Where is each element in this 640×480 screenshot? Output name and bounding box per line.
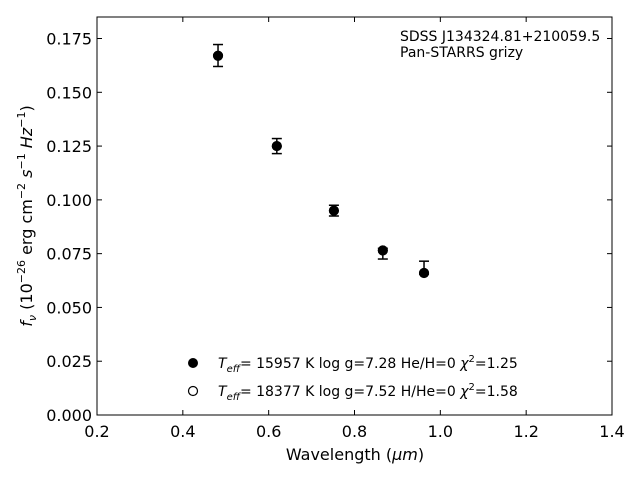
legend-entry-1-chi: =1.25 bbox=[475, 356, 518, 372]
legend-entry-1: Teff= 15957 K log g=7.28 He/H=0 χ2=1.25 bbox=[218, 354, 518, 375]
y-axis-label: fν (10−26 erg cm−2 s−1 Hz−1) bbox=[15, 105, 39, 326]
x-tick-label: 1.0 bbox=[428, 422, 453, 441]
legend-entry-2-value: = 18377 K log g=7.52 H/He=0 bbox=[240, 384, 460, 400]
legend-entry-2-chi: =1.58 bbox=[475, 384, 518, 400]
y-tick-label: 0.150 bbox=[46, 83, 92, 102]
y-tick-label: 0.000 bbox=[46, 406, 92, 425]
data-marks bbox=[212, 43, 430, 279]
x-tick-label: 0.4 bbox=[170, 422, 195, 441]
model-point-filled bbox=[377, 245, 388, 256]
annotation-line-2: Pan-STARRS grizy bbox=[400, 45, 523, 61]
model-point-filled bbox=[271, 141, 282, 152]
y-tick-label: 0.050 bbox=[46, 298, 92, 317]
y-tick-label: 0.125 bbox=[46, 137, 92, 156]
x-tick-label: 1.2 bbox=[513, 422, 538, 441]
legend-marker-filled bbox=[188, 358, 198, 368]
legend-entry-1-value: = 15957 K log g=7.28 He/H=0 bbox=[240, 356, 460, 372]
x-axis-label: Wavelength (μm) bbox=[286, 445, 424, 464]
y-tick-label: 0.100 bbox=[46, 191, 92, 210]
annotation-line-1: SDSS J134324.81+210059.5 bbox=[400, 29, 600, 45]
x-tick-label: 0.6 bbox=[256, 422, 281, 441]
y-tick-label: 0.075 bbox=[46, 245, 92, 264]
axis-ticks: 0.2 0.4 0.6 0.8 1.0 1.2 1.4 0.000 0.025 0.050 0.07… bbox=[46, 17, 625, 441]
legend-entry-2: Teff= 18377 K log g=7.52 H/He=0 χ2=1.58 bbox=[218, 382, 518, 403]
model-point-filled bbox=[328, 205, 339, 216]
model-point-filled bbox=[213, 50, 224, 61]
plot-frame bbox=[96, 16, 613, 416]
model-point-filled bbox=[419, 268, 430, 279]
x-tick-label: 1.4 bbox=[599, 422, 624, 441]
y-tick-label: 0.025 bbox=[46, 352, 92, 371]
legend: Teff= 15957 K log g=7.28 He/H=0 χ2=1.25 … bbox=[187, 354, 518, 403]
legend-marker-open bbox=[187, 385, 199, 397]
x-tick-label: 0.8 bbox=[342, 422, 367, 441]
x-tick-label: 0.2 bbox=[84, 422, 109, 441]
y-tick-label: 0.175 bbox=[46, 30, 92, 49]
